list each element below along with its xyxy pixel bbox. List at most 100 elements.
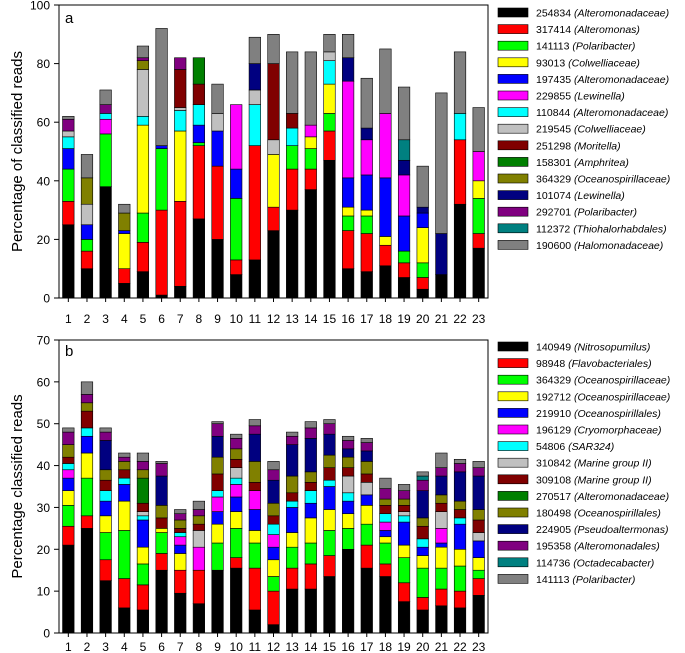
x-tick-label: 21 — [435, 312, 449, 326]
legend-label: 270517 (Alteromonadaceae) — [536, 491, 669, 503]
bar-segment-158301-8 — [192, 57, 205, 85]
bar-segment-197435-8 — [192, 124, 205, 144]
bar-segment-98948-5 — [136, 584, 150, 611]
bar-segment-196129-8 — [192, 546, 205, 571]
bar-segment-219910-15 — [323, 486, 336, 510]
bar-segment-110844-15 — [323, 60, 336, 85]
bar-segment-190600-22 — [453, 51, 467, 114]
bar-segment-197435-16 — [342, 177, 355, 208]
x-tick-label: 15 — [323, 640, 337, 653]
bar-segment-195358-17 — [360, 442, 373, 452]
bar-segment-219910-4 — [118, 484, 131, 502]
bar-segment-195358-1 — [62, 431, 75, 445]
bar-segment-98948-21 — [435, 588, 448, 607]
bar-segment-140949-14 — [304, 588, 317, 634]
y-tick-label: 20 — [37, 233, 51, 247]
bar-segment-195358-11 — [248, 425, 261, 435]
x-tick-label: 1 — [65, 640, 72, 653]
bar-segment-110844-1 — [62, 136, 75, 149]
bar-segment-309108-9 — [211, 473, 224, 491]
bar-stack-8 — [192, 57, 205, 299]
legend-item-112372: 112372 (Thiohalorhabdales) — [497, 223, 667, 235]
bar-segment-195358-10 — [230, 438, 243, 450]
bar-segment-251298-8 — [192, 83, 205, 105]
bar-segment-141113-3 — [99, 133, 112, 187]
bar-segment-141113-15 — [323, 113, 336, 132]
bar-segment-364329-4 — [118, 530, 131, 579]
legend-item-195358: 195358 (Alteromonadales) — [497, 541, 660, 553]
bar-segment-309108-12 — [267, 515, 280, 525]
bar-segment-195358-5 — [136, 461, 150, 471]
bar-segment-364329-6 — [155, 532, 168, 554]
bar-segment-93013-17 — [360, 209, 373, 217]
bar-segment-140949-7 — [174, 592, 187, 634]
bar-segment-140949-23 — [472, 595, 485, 634]
bar-segment-190600-17 — [360, 77, 373, 129]
legend-swatch — [497, 140, 529, 151]
bar-segment-98948-23 — [472, 578, 485, 596]
bar-segment-190600-12 — [267, 33, 280, 64]
bar-segment-54806-7 — [174, 532, 187, 538]
bar-segment-219910-13 — [286, 507, 299, 533]
bar-segment-190600-3 — [99, 89, 112, 105]
legend-swatch — [497, 57, 529, 68]
bar-segment-292701-3 — [99, 104, 112, 114]
legend-item-180498: 180498 (Oceanospirillales) — [497, 508, 661, 520]
bar-segment-364329-15 — [323, 530, 336, 556]
legend-label: 141113 (Polaribacter) — [536, 574, 635, 586]
legend-item-219545: 219545 (Colwelliaceae) — [497, 124, 646, 136]
x-tick-label: 19 — [397, 640, 411, 653]
legend-label: 196129 (Cryomorphaceae) — [536, 425, 662, 437]
bar-segment-101074-16 — [342, 57, 355, 82]
bar-segment-317414-17 — [360, 233, 373, 272]
bar-segment-54806-19 — [397, 515, 411, 523]
bar-stack-14 — [304, 421, 317, 634]
bar-segment-195358-4 — [118, 456, 131, 462]
bar-segment-309108-16 — [342, 467, 355, 477]
legend-item-224905: 224905 (Pseudoaltermonas) — [497, 524, 669, 536]
bar-segment-54806-16 — [342, 492, 355, 502]
bar-segment-219545-15 — [323, 51, 336, 61]
bar-segment-141113-20 — [416, 262, 429, 278]
bar-segment-192712-18 — [379, 536, 392, 544]
legend-label: 197435 (Alteromonadaceae) — [536, 74, 669, 86]
bar-segment-190600-23 — [472, 107, 485, 152]
bar-segment-140949-9 — [211, 569, 224, 634]
bar-segment-309108-10 — [230, 458, 243, 468]
bar-segment-190600-18 — [379, 48, 392, 114]
legend-swatch — [497, 7, 529, 18]
bar-segment-309108-18 — [379, 505, 392, 515]
bar-stack-12 — [267, 461, 280, 634]
legend-swatch — [497, 524, 529, 534]
bar-segment-98948-2 — [80, 515, 94, 529]
x-tick-label: 3 — [102, 640, 109, 653]
bar-segment-317414-1 — [62, 201, 75, 226]
bar-segment-192712-21 — [435, 546, 448, 569]
bar-segment-317414-20 — [416, 277, 429, 290]
bar-stack-4 — [118, 452, 131, 634]
legend-label: 317414 (Alteromonas) — [536, 24, 640, 36]
bar-segment-141113-14 — [304, 421, 317, 429]
bar-segment-219545-9 — [211, 113, 224, 132]
bar-segment-54806-5 — [136, 515, 150, 521]
bar-stack-23 — [472, 107, 485, 299]
panel-letter: a — [65, 10, 74, 27]
bar-segment-254834-23 — [472, 247, 485, 299]
bar-segment-317414-8 — [192, 145, 205, 220]
bar-segment-254834-4 — [118, 283, 131, 299]
bar-segment-254834-1 — [62, 224, 75, 299]
bar-segment-219545-5 — [136, 69, 150, 117]
bar-segment-54806-12 — [267, 523, 280, 535]
bar-segment-364329-13 — [286, 546, 299, 569]
bar-segment-196129-12 — [267, 534, 280, 548]
bar-segment-140949-17 — [360, 567, 373, 634]
bar-stack-1 — [62, 427, 75, 634]
bar-segment-197435-17 — [360, 174, 373, 211]
x-tick-label: 15 — [323, 312, 337, 326]
bar-segment-229855-16 — [342, 80, 355, 179]
bar-stack-5 — [136, 452, 150, 634]
bar-segment-141113-17 — [360, 215, 373, 234]
bar-segment-364329-19 — [397, 557, 411, 584]
y-tick-label: 40 — [37, 459, 51, 473]
